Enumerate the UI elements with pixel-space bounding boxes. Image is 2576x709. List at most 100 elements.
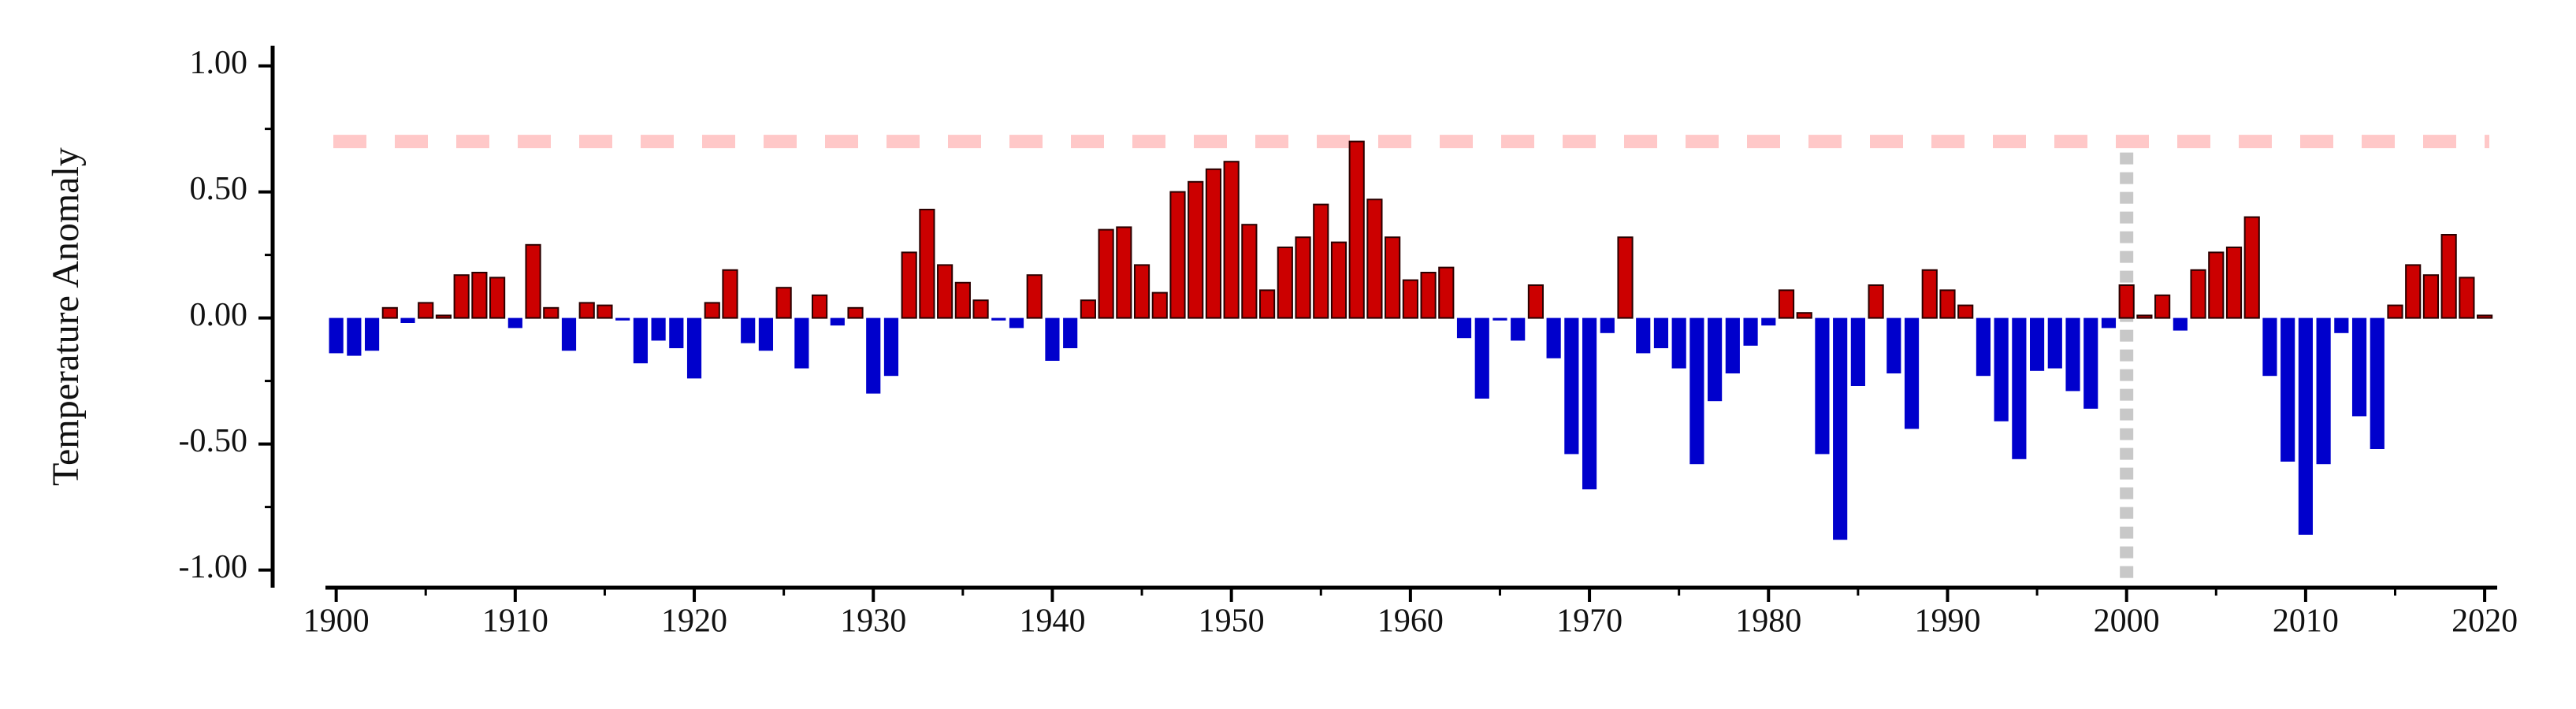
bar [1994, 317, 2009, 421]
bar [758, 317, 774, 351]
x-tick-label: 1960 [1377, 603, 1444, 640]
bar [1366, 199, 1383, 319]
bar [1009, 317, 1024, 329]
bar [794, 317, 809, 369]
bar [615, 317, 630, 321]
x-tick-label: 1920 [661, 603, 727, 640]
y-axis-label: Temperature Anomaly [45, 147, 87, 486]
bar [2280, 317, 2295, 462]
bar [1277, 247, 1293, 319]
bar [1850, 317, 1865, 386]
bar [866, 317, 881, 394]
bar [669, 317, 684, 348]
bar [775, 287, 792, 319]
y-tick-label: 1.00 [190, 45, 248, 81]
bar [2065, 317, 2080, 392]
bar [2190, 269, 2206, 319]
bar [883, 317, 899, 377]
bar [2459, 277, 2475, 319]
bar [1045, 317, 1060, 361]
bar [2083, 317, 2098, 409]
bar [1708, 317, 1723, 402]
bar [1385, 236, 1401, 319]
y-tick-label: -1.00 [179, 549, 248, 585]
bar [2370, 317, 2385, 449]
bar [1761, 317, 1776, 326]
bar [1671, 317, 1686, 369]
bar [543, 306, 559, 319]
bar [811, 294, 828, 319]
bar [2225, 247, 2243, 319]
x-tick-label: 2010 [2273, 603, 2339, 640]
bar [686, 317, 702, 379]
bar [1600, 317, 1615, 333]
bar [2351, 317, 2367, 417]
bar [1564, 317, 1579, 455]
bar [1653, 317, 1669, 348]
bar [722, 269, 738, 319]
bar [1546, 317, 1561, 358]
bar [561, 317, 577, 351]
x-tick-label: 1900 [303, 603, 370, 640]
bar [847, 306, 864, 319]
bar [937, 264, 953, 319]
bar [1188, 180, 1204, 319]
x-tick-label: 1910 [482, 603, 548, 640]
bar [381, 306, 398, 319]
x-tick-label: 1990 [1914, 603, 1980, 640]
bar [347, 317, 362, 356]
bar [972, 299, 989, 319]
bar [400, 317, 415, 323]
bar [2029, 317, 2045, 371]
bar [2298, 317, 2313, 535]
bar [2136, 314, 2153, 319]
bar [1151, 291, 1168, 319]
bar [1743, 317, 1758, 346]
bar [1617, 236, 1634, 319]
bar [1438, 266, 1455, 319]
bar [1241, 224, 1258, 319]
bar [471, 272, 488, 319]
bar [830, 317, 845, 326]
bar [1636, 317, 1651, 354]
bar [741, 317, 756, 343]
bar [1778, 289, 1795, 319]
bar [2387, 304, 2403, 319]
bar [1689, 317, 1704, 465]
bar [2101, 317, 2117, 329]
bar [2012, 317, 2027, 459]
y-tick-label: 0.00 [190, 297, 248, 333]
bar [1921, 269, 1938, 319]
bar [1527, 284, 1544, 319]
bar [991, 317, 1006, 321]
bar [1904, 317, 1920, 429]
bar [418, 302, 434, 319]
bar [1026, 274, 1043, 319]
bar [1868, 284, 1884, 319]
bar [1582, 317, 1597, 490]
bar [1098, 228, 1114, 319]
x-tick-label: 2000 [2094, 603, 2160, 640]
bar [453, 274, 470, 319]
bar [1474, 317, 1489, 399]
bar [2316, 317, 2331, 465]
bar [1295, 236, 1311, 319]
bar [1313, 203, 1329, 319]
bar [1796, 312, 1812, 319]
bar [1815, 317, 1830, 455]
bar [578, 302, 595, 319]
bar [489, 277, 506, 319]
bar [1063, 317, 1078, 348]
bar [1511, 317, 1526, 341]
bar [1330, 241, 1347, 319]
bar [329, 317, 344, 354]
bar [901, 251, 917, 319]
bar [651, 317, 666, 341]
bar [1939, 289, 1956, 319]
bar [2173, 317, 2188, 331]
bar [2477, 314, 2493, 319]
bar [1492, 317, 1507, 321]
bar [1259, 289, 1276, 319]
bar [1725, 317, 1740, 373]
